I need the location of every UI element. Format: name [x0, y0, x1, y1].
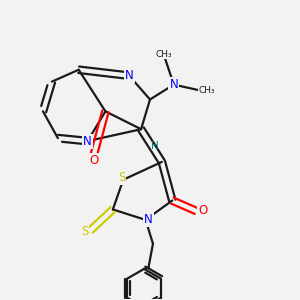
Text: N: N	[144, 213, 153, 226]
Text: S: S	[118, 171, 125, 184]
Text: H: H	[151, 140, 158, 151]
Text: CH₃: CH₃	[198, 86, 215, 95]
Text: N: N	[125, 69, 134, 82]
Text: S: S	[81, 225, 88, 238]
Text: CH₃: CH₃	[155, 50, 172, 59]
Text: N: N	[83, 135, 92, 148]
Text: O: O	[89, 154, 98, 167]
Text: O: O	[198, 204, 207, 218]
Text: N: N	[169, 78, 178, 91]
